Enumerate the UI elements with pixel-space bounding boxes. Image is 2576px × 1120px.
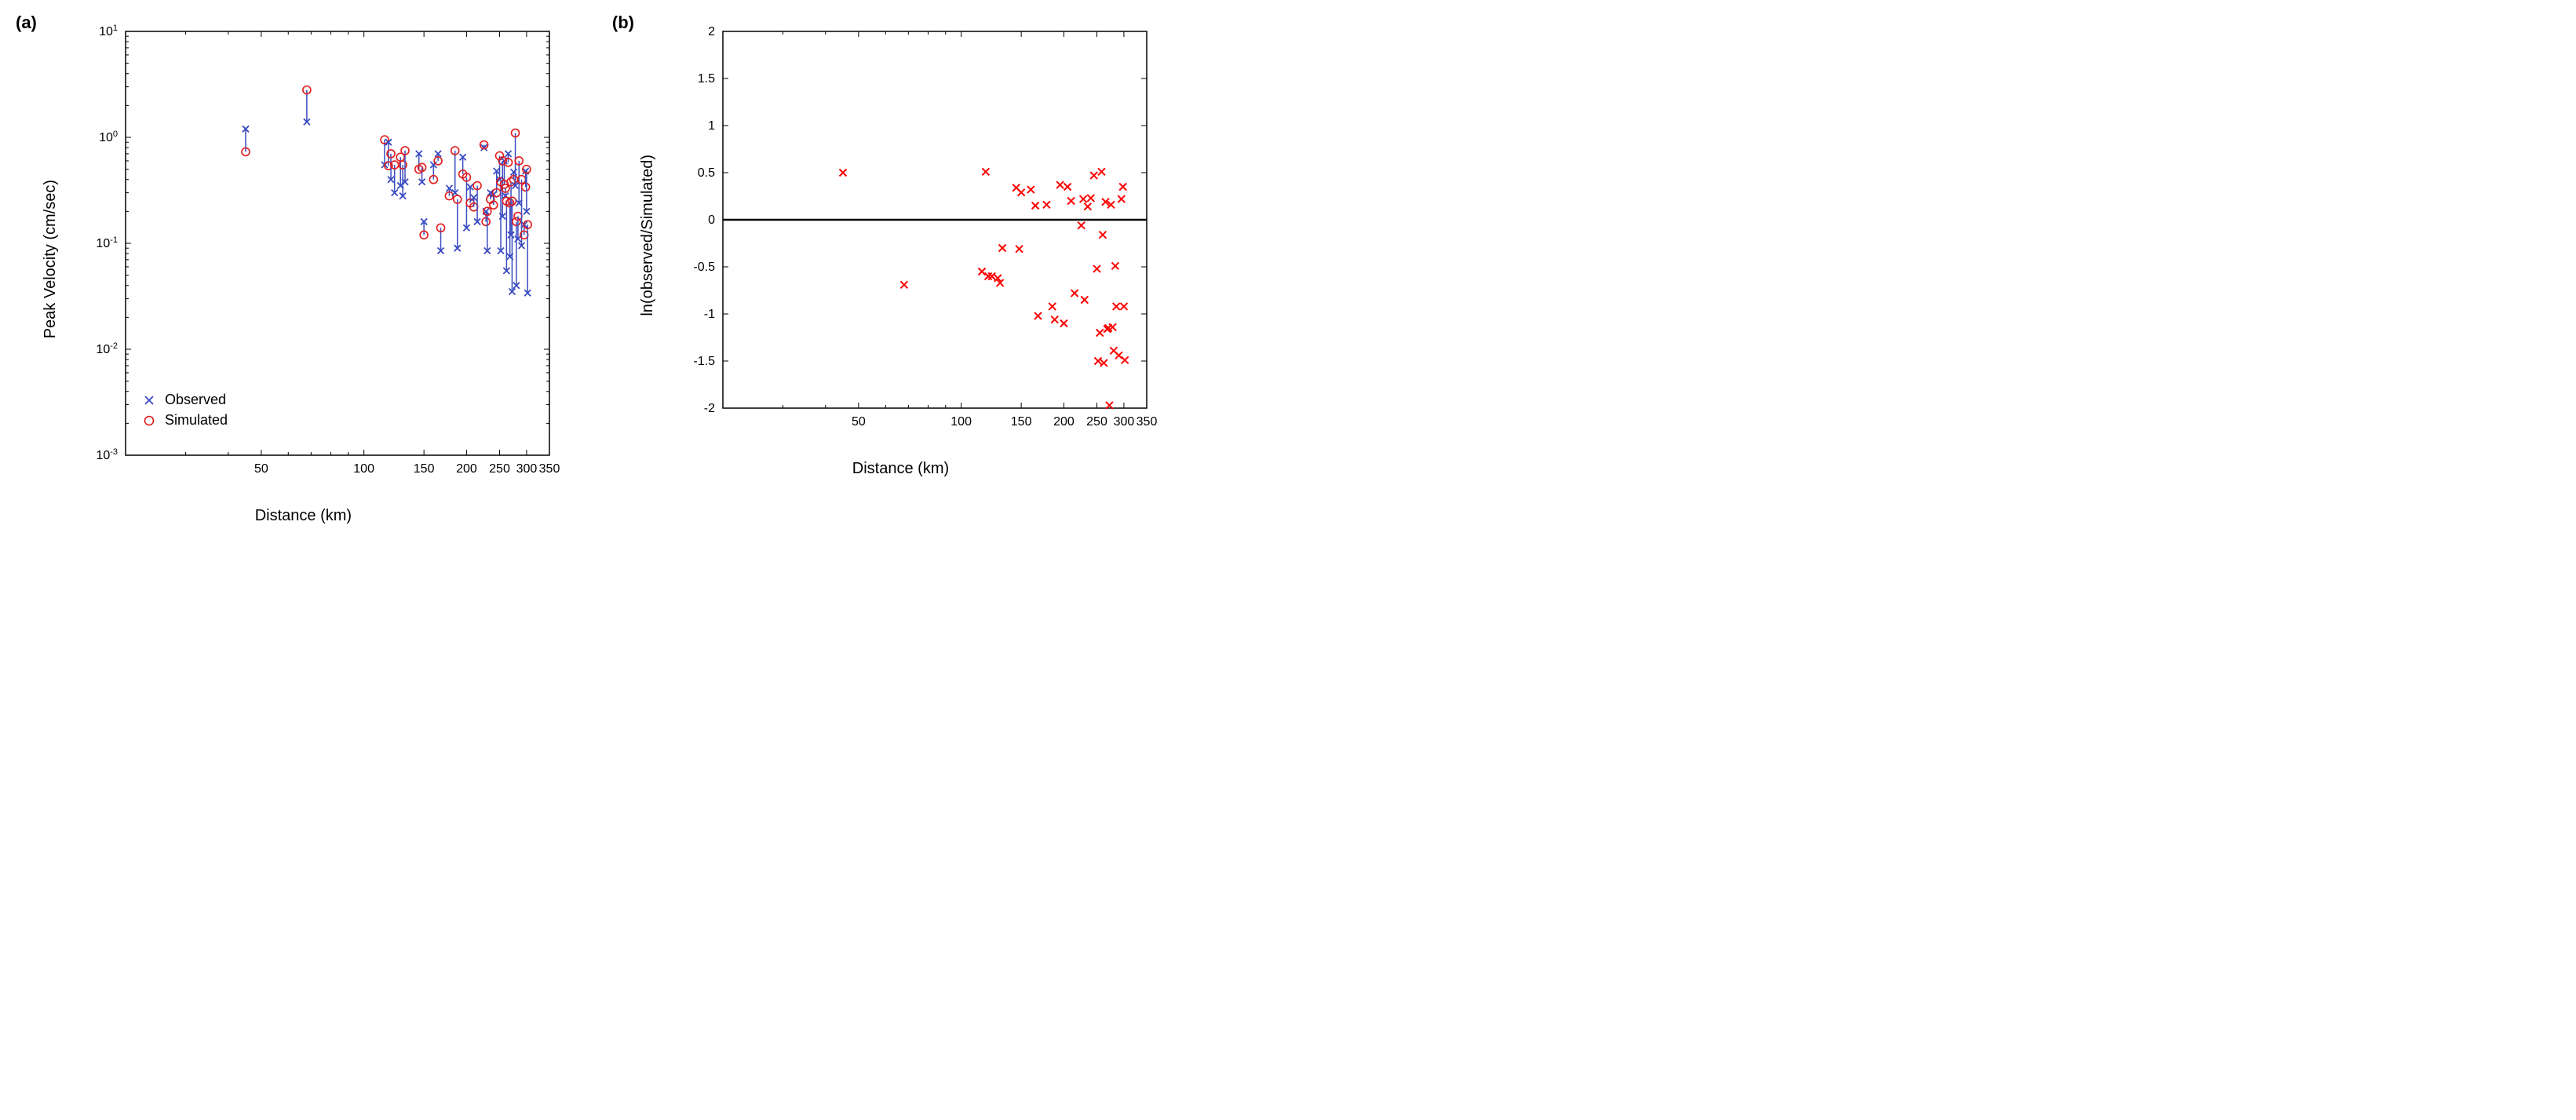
svg-text:150: 150 xyxy=(414,462,435,476)
svg-text:100: 100 xyxy=(950,415,972,429)
figure-container: (a) Peak Velocity (cm/sec) 5010015020025… xyxy=(16,16,2560,525)
svg-text:200: 200 xyxy=(1053,415,1075,429)
svg-text:-1.5: -1.5 xyxy=(693,355,715,368)
panel-b: (b) ln(observed/Simulated) 50 100 150 200 25… xyxy=(612,16,1162,478)
svg-text:-1: -1 xyxy=(704,308,715,321)
panel-b-label: (b) xyxy=(612,13,634,33)
svg-text:350: 350 xyxy=(539,462,560,476)
svg-text:-0.5: -0.5 xyxy=(693,261,715,274)
panel-a-ylabel: Peak Velocity (cm/sec) xyxy=(42,180,60,338)
svg-text:1: 1 xyxy=(708,119,715,133)
panel-a-xlabel: Distance (km) xyxy=(255,507,352,525)
svg-text:10-3: 10-3 xyxy=(96,447,118,462)
panel-a: (a) Peak Velocity (cm/sec) 50 100 150 200 25… xyxy=(16,16,565,525)
panel-b-xlabel: Distance (km) xyxy=(852,460,949,478)
svg-text:100: 100 xyxy=(353,462,374,476)
svg-text:150: 150 xyxy=(1011,415,1032,429)
svg-text:1.5: 1.5 xyxy=(698,72,715,86)
svg-text:Simulated: Simulated xyxy=(165,412,228,428)
svg-text:250: 250 xyxy=(1086,415,1107,429)
svg-text:300: 300 xyxy=(1114,415,1135,429)
panel-b-svg: 50 100 150 200 250 300350 -2 -1.5 -1 -0.5 0 0.5 1 1.5… xyxy=(660,16,1162,455)
svg-text:-2: -2 xyxy=(704,402,715,415)
panel-a-plot-wrap: Peak Velocity (cm/sec) 50 100 150 200 250 300… xyxy=(42,16,565,525)
svg-text:50: 50 xyxy=(852,415,866,429)
svg-text:50: 50 xyxy=(254,462,268,476)
svg-text:101: 101 xyxy=(99,24,118,38)
panel-b-ylabel: ln(observed/Simulated) xyxy=(639,155,657,316)
svg-text:10-1: 10-1 xyxy=(96,235,118,250)
svg-text:0: 0 xyxy=(708,213,715,227)
panel-a-svg: 50 100 150 200 250 300350 10-3 10-2 10-1 100 101 Ob… xyxy=(63,16,565,502)
svg-text:350: 350 xyxy=(1137,415,1158,429)
svg-text:10-2: 10-2 xyxy=(96,341,118,356)
svg-text:Observed: Observed xyxy=(165,392,226,407)
svg-text:2: 2 xyxy=(708,25,715,38)
panel-a-label: (a) xyxy=(16,13,37,33)
svg-text:300: 300 xyxy=(516,462,537,476)
svg-text:250: 250 xyxy=(489,462,510,476)
svg-text:100: 100 xyxy=(99,130,118,144)
svg-text:0.5: 0.5 xyxy=(698,166,715,180)
svg-text:200: 200 xyxy=(456,462,477,476)
panel-b-plot-wrap: ln(observed/Simulated) 50 100 150 200 250 300… xyxy=(639,16,1162,478)
